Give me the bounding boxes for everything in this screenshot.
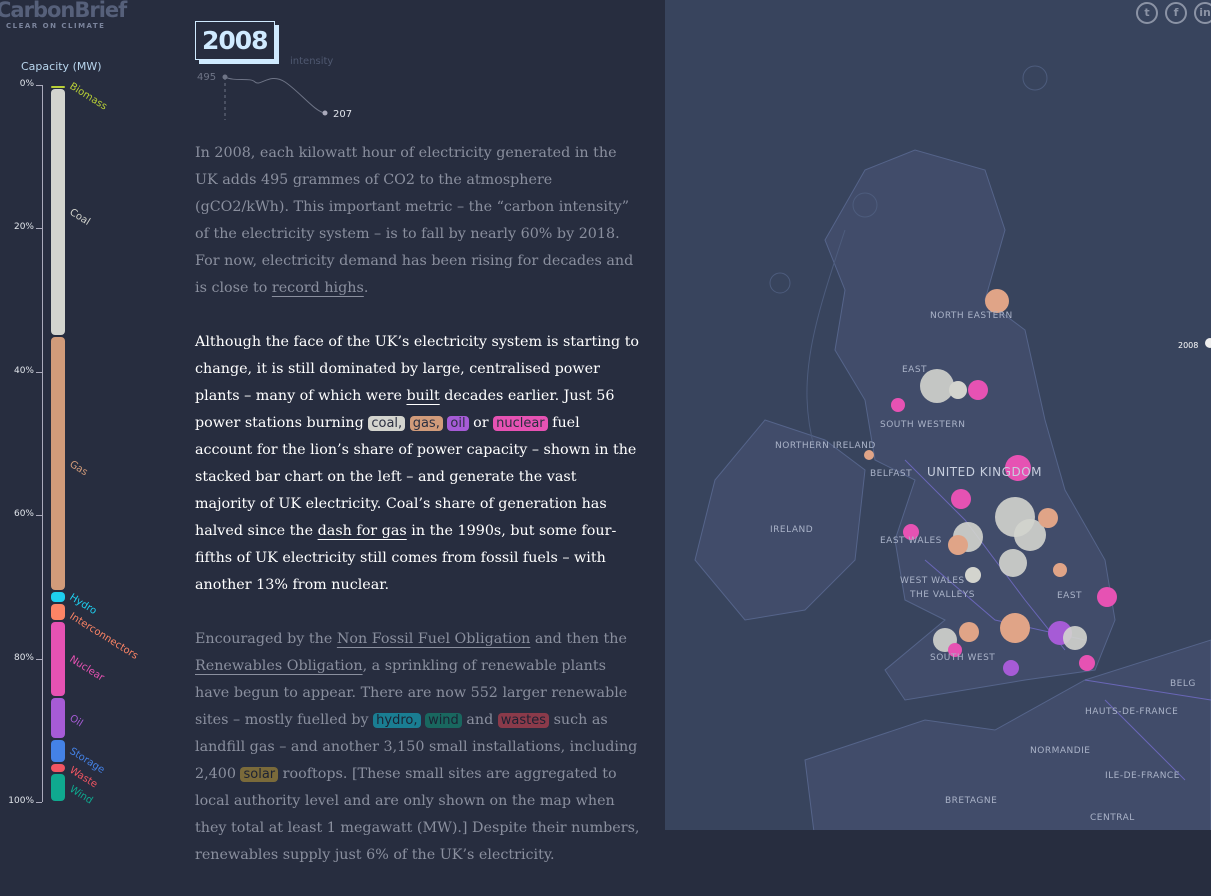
bar-segment-wind[interactable] xyxy=(51,773,65,801)
fuel-highlight: hydro, xyxy=(373,713,421,728)
fuel-highlight: solar xyxy=(240,767,279,782)
text-run: , a sprinkling of renewable plants have … xyxy=(195,658,628,728)
text-run: In 2008, each kilowatt hour of electrici… xyxy=(195,145,634,296)
intensity-start-value: 495 xyxy=(197,72,216,83)
capacity-chart-title: Capacity (MW) xyxy=(21,60,102,73)
france-landmass xyxy=(804,639,1211,830)
map-region-label: IRELAND xyxy=(770,525,813,535)
map-region-label: BELFAST xyxy=(870,469,912,479)
map-region-label: CENTRAL xyxy=(1090,813,1135,823)
segment-label: Gas xyxy=(67,458,90,478)
text-run: Encouraged by the xyxy=(195,631,337,647)
map-region-label: EAST xyxy=(902,365,927,375)
axis-tick-label: 40% xyxy=(13,365,34,376)
segment-label: Oil xyxy=(67,712,85,730)
map-region-label: THE VALLEYS xyxy=(909,590,975,600)
segment-label: Biomass xyxy=(67,81,109,113)
fuel-highlight: gas, xyxy=(409,416,443,431)
axis-tick-label: 0% xyxy=(19,79,34,89)
intensity-sparkline: intensity 495 207 xyxy=(195,50,365,130)
map-region-label: BELG xyxy=(1170,679,1196,689)
map-region-label: HAUTS-DE-FRANCE xyxy=(1085,707,1178,717)
linkedin-share-button[interactable]: in xyxy=(1194,2,1211,24)
year-badge: 2008 xyxy=(195,21,275,60)
map-region-label: BRETAGNE xyxy=(945,796,997,806)
carbonbrief-logo[interactable]: CarbonBrief CLEAR ON CLIMATE xyxy=(0,0,127,30)
story-paragraph: Encouraged by the Non Fossil Fuel Obliga… xyxy=(195,626,640,869)
power-station-markers xyxy=(864,289,1117,676)
bar-segment-biomass[interactable] xyxy=(51,86,65,88)
facebook-share-button[interactable]: f xyxy=(1165,2,1187,24)
map-region-label: EAST WALES xyxy=(880,536,942,546)
map-region-label: UNITED KINGDOM xyxy=(927,465,1042,479)
segment-label: Coal xyxy=(67,206,92,228)
map-region-label: EAST xyxy=(1057,591,1082,601)
map-region-label: NORTH EASTERN xyxy=(930,311,1013,321)
story-link[interactable]: Renewables Obligation xyxy=(195,658,363,674)
segment-label: Interconnectors xyxy=(67,611,140,663)
capacity-axis xyxy=(42,85,43,802)
fuel-highlight: wind xyxy=(425,713,462,728)
twitter-share-button[interactable]: t xyxy=(1136,2,1158,24)
axis-tick-label: 100% xyxy=(8,796,34,806)
axis-tick xyxy=(36,85,42,86)
segment-label: Nuclear xyxy=(67,653,106,684)
text-run: decades earlier. Just 56 power stations … xyxy=(195,388,615,431)
text-run: or xyxy=(468,415,494,431)
axis-tick-label: 20% xyxy=(13,222,34,233)
bar-segment-gas[interactable] xyxy=(51,336,65,591)
bar-segment-waste[interactable] xyxy=(51,763,65,772)
map-region-label: SOUTH WEST xyxy=(930,653,995,663)
timeline-current-year: 2008 xyxy=(1178,341,1199,350)
axis-tick xyxy=(36,371,42,373)
intensity-end-value: 207 xyxy=(333,109,352,120)
axis-tick-label: 80% xyxy=(13,652,34,663)
story-link[interactable]: built xyxy=(406,388,440,404)
story-paragraph: In 2008, each kilowatt hour of electrici… xyxy=(195,140,640,302)
axis-tick-label: 60% xyxy=(13,509,34,520)
map-region-label: SOUTH WESTERN xyxy=(880,420,965,430)
bar-segment-nuclear[interactable] xyxy=(51,621,65,696)
map-region-label: ILE-DE-FRANCE xyxy=(1105,771,1180,781)
axis-tick xyxy=(36,228,42,230)
axis-tick xyxy=(36,515,42,517)
text-run: fuel account for the lion’s share of pow… xyxy=(195,415,637,539)
story-link[interactable]: dash for gas xyxy=(317,523,407,539)
fuel-highlight: coal, xyxy=(368,416,406,431)
text-run: in the 1990s, but some four-fifths of UK… xyxy=(195,523,617,593)
axis-tick xyxy=(36,658,42,660)
bar-segment-interconnectors[interactable] xyxy=(51,604,65,620)
intensity-label: intensity xyxy=(290,56,333,67)
uk-power-map[interactable]: NORTH EASTERN EAST SOUTH WESTERN NORTHERN I… xyxy=(665,0,1211,830)
story-link[interactable]: record highs xyxy=(271,280,364,296)
map-region-label: WEST WALES xyxy=(900,576,965,586)
great-britain-landmass xyxy=(824,149,1116,701)
story-link[interactable]: Non Fossil Fuel Obligation xyxy=(336,631,531,647)
bar-segment-storage[interactable] xyxy=(51,739,65,762)
fuel-highlight: oil xyxy=(447,416,469,431)
bar-segment-coal[interactable] xyxy=(51,88,65,335)
logo-tagline: CLEAR ON CLIMATE xyxy=(6,22,106,30)
timeline-nav[interactable]: 2008 xyxy=(1178,341,1198,350)
ireland-landmass xyxy=(694,419,866,621)
fuel-highlight: nuclear xyxy=(493,416,548,431)
text-run: . xyxy=(363,280,369,296)
timeline-dot-active[interactable] xyxy=(1205,338,1211,348)
text-run: and then the xyxy=(530,631,627,647)
map-region-label: NORTHERN IRELAND xyxy=(775,441,876,451)
story-paragraph: Although the face of the UK’s electricit… xyxy=(195,329,640,599)
bar-segment-oil[interactable] xyxy=(51,697,65,738)
text-run: and xyxy=(461,712,498,728)
bar-segment-hydro[interactable] xyxy=(51,592,65,603)
map-region-label: NORMANDIE xyxy=(1030,746,1091,756)
intensity-line xyxy=(224,76,326,114)
text-run: such as landfill gas – and another 3,150… xyxy=(195,712,638,782)
story-text: In 2008, each kilowatt hour of electrici… xyxy=(195,140,640,896)
axis-tick xyxy=(36,802,42,803)
text-run: Although the face of the UK’s electricit… xyxy=(195,334,640,404)
fuel-highlight: wastes xyxy=(497,713,550,728)
